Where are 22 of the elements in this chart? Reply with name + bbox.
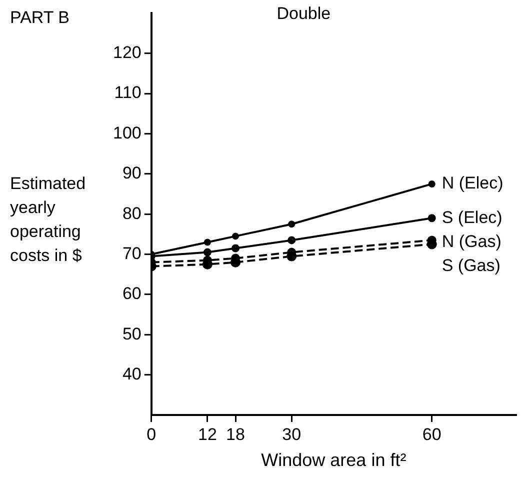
x-axis-title: Window area in ft² [261,450,406,470]
y-tick-label: 60 [122,284,142,304]
y-axis-title: Estimated yearly operating costs in $ [10,173,87,267]
series-label: S (Elec) [442,208,502,227]
y-tick-label: 100 [112,123,142,142]
x-tick-label: 0 [146,424,156,444]
x-tick-label: 12 [198,424,217,444]
y-tick-label: 120 [112,43,142,62]
text: PART B [10,8,70,28]
x-tick-label: 18 [226,424,245,444]
y-tick-label: 40 [122,364,142,384]
series-label: S (Gas) [442,256,500,275]
x-tick-label: 30 [282,424,302,444]
y-tick-label: 80 [122,204,142,223]
y-tick-label: 50 [122,324,142,344]
y-tick-label: 90 [122,164,142,183]
series-label: N (Elec) [442,174,504,193]
series-label: N (Gas) [442,232,502,251]
chart-title: Double [276,4,331,24]
x-tick-label: 60 [422,424,442,444]
y-tick-label: 110 [114,83,142,102]
y-tick-label: 70 [122,244,142,263]
